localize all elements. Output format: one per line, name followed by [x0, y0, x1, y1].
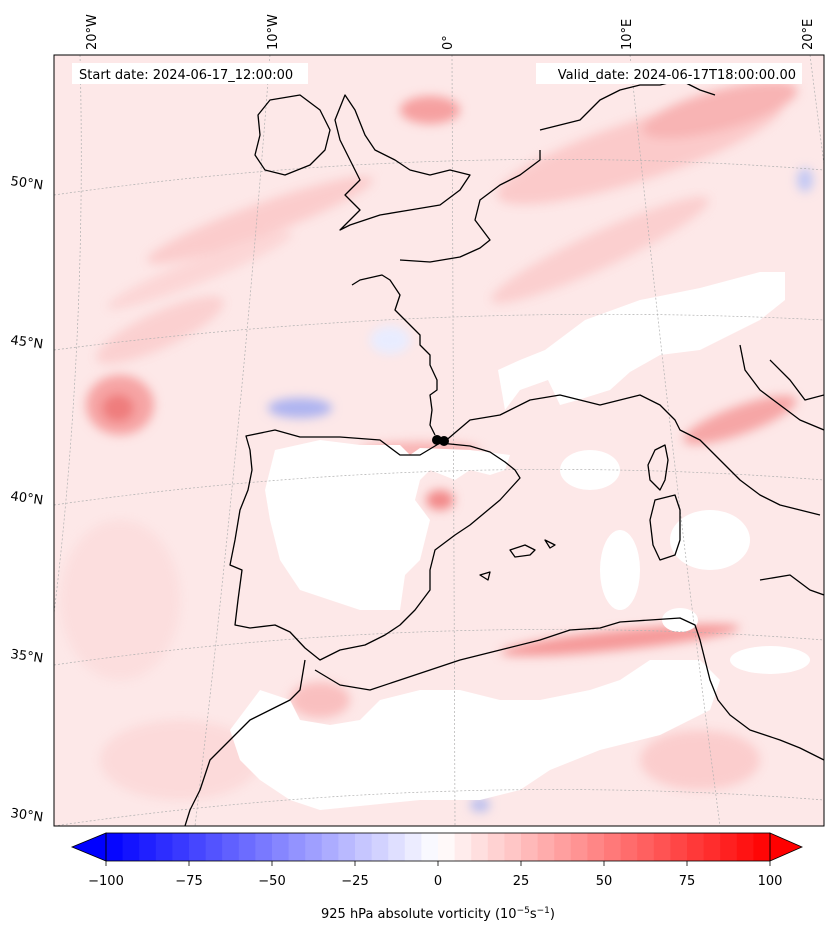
colorbar-cell — [587, 833, 605, 861]
colorbar-cell — [255, 833, 273, 861]
lat-label-35n: 35°N — [9, 647, 44, 666]
lon-label-20w: 20°W — [85, 14, 100, 50]
coastline-north-africa-east — [314, 617, 824, 761]
valid-date-label: Valid_date: 2024-06-17T18:00:00.00 — [558, 68, 796, 83]
colorbar-cell — [238, 833, 256, 861]
colorbar-cell — [172, 833, 190, 861]
colorbar-tick-label: −75 — [175, 874, 202, 889]
graticule — [54, 55, 824, 826]
colorbar-cell — [620, 833, 638, 861]
colorbar-cell — [404, 833, 422, 861]
coastline-iberia — [229, 429, 521, 661]
start-date-label: Start date: 2024-06-17_12:00:00 — [79, 68, 293, 83]
colorbar-tick-label: 50 — [596, 874, 613, 889]
map-frame — [53, 54, 825, 827]
colorbar-extend-min — [70, 832, 107, 862]
lon-label-0: 0° — [441, 35, 456, 50]
colorbar-cell — [222, 833, 240, 861]
colorbar-cell — [122, 833, 140, 861]
colorbar-cell — [454, 833, 472, 861]
colorbar-tick-label: 75 — [679, 874, 696, 889]
colorbar-cell — [504, 833, 522, 861]
colorbar-cell — [653, 833, 671, 861]
colorbar-cell — [272, 833, 289, 861]
colorbar-cell — [288, 833, 306, 861]
coastline-balkans — [739, 344, 824, 431]
lat-label-40n: 40°N — [9, 489, 44, 508]
coastline-north-africa — [184, 659, 306, 826]
coastline-france-atlantic — [351, 274, 438, 436]
colorbar-cell — [321, 833, 339, 861]
coastline-netherlands-germany — [539, 79, 716, 131]
coastline-sardinia — [649, 494, 681, 561]
lon-label-10e: 10°E — [620, 19, 635, 50]
vorticity-field — [60, 81, 813, 812]
colorbar-label: 925 hPa absolute vorticity (10−5s−1) — [321, 906, 555, 922]
colorbar-cell — [421, 833, 439, 861]
lat-label-50n: 50°N — [9, 174, 44, 193]
colorbar-cell — [720, 833, 738, 861]
coastline-balearics — [479, 539, 556, 581]
longitude-labels: 20°W 10°W 0° 10°E 20°E — [85, 14, 816, 50]
colorbar-cell — [537, 833, 555, 861]
colorbar-cell — [521, 833, 538, 861]
colorbar-cells — [106, 833, 771, 861]
colorbar-cell — [604, 833, 621, 861]
colorbar-cell — [570, 833, 588, 861]
colorbar-cell — [388, 833, 406, 861]
colorbar-tick-label: 100 — [758, 874, 783, 889]
colorbar-cell — [205, 833, 223, 861]
colorbar-tick-label: −25 — [341, 874, 368, 889]
colorbar-cell — [106, 833, 123, 861]
colorbar-cell — [189, 833, 206, 861]
header-bar — [72, 63, 802, 84]
colorbar-cell — [703, 833, 721, 861]
colorbar-cell — [155, 833, 173, 861]
coastlines — [184, 79, 824, 826]
colorbar-ticks: −100 −75 −50 −25 0 25 50 75 100 — [88, 861, 782, 889]
coastline-med-france-italy — [442, 394, 821, 516]
colorbar-tick-label: 25 — [513, 874, 530, 889]
coastline-sicily — [759, 574, 824, 596]
coastline-italy-adriatic — [769, 359, 824, 401]
colorbar-cell — [554, 833, 572, 861]
coastline-channel — [399, 150, 541, 263]
location-marker — [432, 435, 449, 446]
lon-label-10w: 10°W — [266, 14, 281, 50]
colorbar-cell — [637, 833, 655, 861]
colorbar-cell — [471, 833, 489, 861]
colorbar-tick-label: −50 — [258, 874, 285, 889]
coastline-ireland — [254, 94, 331, 176]
lon-label-20e: 20°E — [801, 19, 816, 50]
coastline-corsica — [647, 444, 669, 491]
colorbar-cell — [355, 833, 372, 861]
colorbar-extend-max — [769, 832, 803, 862]
colorbar-cell — [438, 833, 455, 861]
colorbar-cell — [753, 833, 771, 861]
latitude-labels: 50°N 45°N 40°N 35°N 30°N — [9, 174, 44, 825]
colorbar-cell — [670, 833, 688, 861]
colorbar-cell — [736, 833, 754, 861]
colorbar: −100 −75 −50 −25 0 25 50 75 100 925 hPa absolute… — [70, 832, 803, 922]
colorbar-cell — [139, 833, 157, 861]
colorbar-cell — [338, 833, 356, 861]
lat-label-30n: 30°N — [9, 806, 44, 825]
colorbar-cell — [487, 833, 505, 861]
colorbar-cell — [305, 833, 323, 861]
near-zero-regions — [230, 272, 810, 810]
map-panel — [54, 55, 824, 826]
lat-label-45n: 45°N — [9, 333, 44, 352]
coastline-great-britain — [334, 94, 471, 231]
colorbar-cell — [687, 833, 704, 861]
colorbar-tick-label: −100 — [88, 874, 124, 889]
colorbar-tick-label: 0 — [434, 874, 442, 889]
colorbar-cell — [371, 833, 389, 861]
